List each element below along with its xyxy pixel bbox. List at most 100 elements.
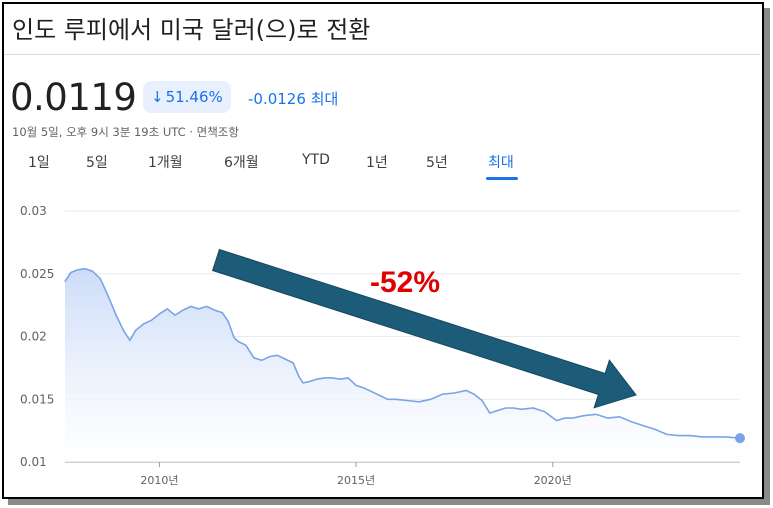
percent-change-value: 51.46% — [165, 88, 223, 106]
data-point — [418, 401, 420, 403]
data-point — [143, 323, 145, 325]
data-point — [213, 309, 216, 311]
current-value-dot[interactable] — [735, 433, 745, 444]
data-point — [607, 417, 609, 419]
tab-1m[interactable]: 1개월 — [148, 155, 183, 171]
data-point — [91, 270, 94, 272]
data-point — [123, 330, 125, 333]
data-point — [387, 398, 389, 400]
data-point — [481, 399, 483, 402]
data-point — [316, 378, 318, 380]
data-point — [725, 436, 727, 438]
data-point — [115, 314, 117, 316]
data-point — [302, 382, 304, 384]
data-point — [666, 433, 668, 435]
data-point — [512, 407, 515, 409]
data-point — [689, 435, 692, 437]
data-point — [284, 358, 286, 360]
y-tick-label: 0.015 — [20, 392, 54, 406]
quote-timestamp: 10월 5일, 오후 9시 3분 19초 UTC · 면책조항 — [12, 125, 239, 139]
data-point — [355, 384, 357, 386]
data-point — [198, 308, 200, 310]
data-point — [135, 329, 137, 331]
tab-1d[interactable]: 1일 — [28, 155, 50, 171]
data-point — [227, 320, 229, 322]
range-label: 최대 — [310, 90, 339, 108]
active-tab-underline — [486, 177, 518, 180]
tab-6m[interactable]: 6개월 — [224, 155, 259, 171]
data-point — [701, 436, 703, 438]
data-point — [564, 417, 566, 419]
data-point — [544, 411, 546, 413]
data-point — [442, 393, 444, 395]
data-point — [190, 305, 192, 307]
frame-shadow-right — [764, 8, 770, 502]
data-point — [64, 280, 66, 282]
tab-max[interactable]: 최대 — [488, 155, 514, 171]
data-point — [371, 391, 373, 393]
data-point — [129, 339, 131, 341]
series-line — [64, 267, 741, 439]
y-tick-label: 0.02 — [20, 330, 47, 344]
data-point — [497, 409, 499, 412]
data-point — [174, 314, 176, 316]
data-point — [619, 416, 621, 418]
data-point — [489, 412, 491, 414]
data-point — [99, 278, 101, 280]
data-point — [276, 354, 278, 356]
data-point — [379, 394, 381, 397]
data-point — [253, 357, 255, 359]
data-point — [394, 398, 396, 400]
arrow-down-icon: ↓ — [151, 88, 164, 106]
data-point — [642, 425, 644, 427]
absolute-change: -0.0126 최대 — [248, 88, 338, 109]
tab-1y[interactable]: 1년 — [366, 155, 388, 171]
data-point — [406, 399, 408, 402]
data-point — [473, 393, 475, 395]
data-point — [465, 389, 467, 392]
data-point — [331, 377, 334, 379]
data-point — [261, 359, 263, 361]
absolute-change-value: -0.0126 — [248, 90, 306, 108]
data-point — [556, 420, 558, 422]
y-tick-label: 0.03 — [20, 204, 47, 218]
tab-5y[interactable]: 5년 — [426, 155, 448, 171]
title-divider — [4, 54, 760, 55]
data-point — [292, 362, 294, 364]
annotation-label: -52% — [370, 266, 440, 299]
data-point — [595, 413, 597, 415]
x-axis-labels: 2010년 2015년 2020년 — [140, 462, 572, 487]
downtrend-arrow — [211, 248, 637, 409]
data-point — [298, 376, 300, 378]
data-point — [221, 312, 223, 314]
data-point — [76, 269, 78, 271]
data-point — [84, 268, 86, 270]
frame-shadow-bottom — [8, 499, 770, 505]
data-point — [339, 378, 341, 380]
data-point — [363, 387, 365, 389]
percent-change-badge: ↓ 51.46% — [143, 81, 231, 113]
data-point — [233, 337, 235, 339]
data-point — [245, 344, 247, 346]
y-tick-label: 0.01 — [20, 455, 47, 469]
data-point — [583, 415, 585, 417]
x-tick-label: 2010년 — [140, 474, 178, 487]
page-title: 인도 루피에서 미국 달러(으)로 전환 — [12, 16, 371, 44]
data-point — [150, 319, 153, 321]
data-point — [520, 408, 522, 410]
x-tick-label: 2015년 — [337, 474, 375, 487]
data-point — [324, 377, 326, 379]
tab-5d[interactable]: 5일 — [86, 155, 108, 171]
tab-ytd[interactable]: YTD — [302, 152, 330, 168]
data-points — [64, 268, 741, 439]
data-point — [182, 309, 184, 311]
data-point — [453, 392, 455, 394]
data-point — [70, 271, 72, 274]
data-point — [713, 436, 715, 438]
data-point — [505, 407, 507, 409]
area-fill — [65, 268, 740, 462]
data-point — [654, 428, 656, 430]
data-point — [630, 421, 633, 423]
data-point — [268, 356, 271, 358]
